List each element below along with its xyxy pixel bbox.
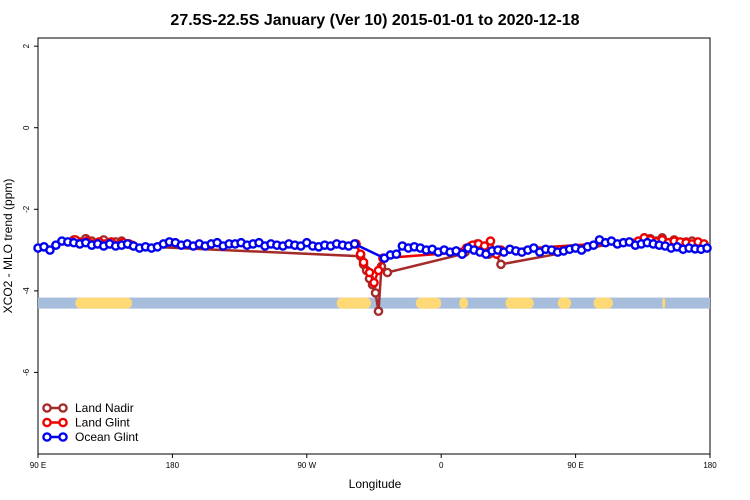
x-tick-label-0: 90 E — [30, 461, 46, 470]
x-axis-label: Longitude — [349, 477, 402, 491]
land-band-5 — [557, 297, 572, 309]
x-axis: 90 E 180 90 W 0 90 E 180 — [30, 454, 717, 470]
point-land-glint-16 — [373, 265, 384, 276]
point-land-glint-13 — [358, 257, 369, 268]
ocean-band — [38, 297, 710, 309]
point-land-glint-15 — [369, 277, 379, 288]
land-band-7 — [662, 297, 666, 309]
x-tick-label-2: 90 W — [297, 461, 316, 470]
point-land-nadir-17 — [373, 306, 384, 317]
land-band-2 — [415, 297, 442, 309]
legend-label-land-nadir: Land Nadir — [75, 401, 134, 415]
legend-marker-land-glint-b — [58, 417, 68, 428]
point-ocean-glint-67 — [457, 249, 467, 259]
point-land-glint-12 — [355, 249, 366, 259]
y-tick-label-4: -6 — [22, 368, 31, 376]
legend-marker-land-nadir-b — [58, 403, 68, 413]
point-ocean-glint-53 — [349, 239, 360, 249]
x-tick-label-1: 180 — [166, 461, 180, 470]
legend-marker-land-nadir-a — [42, 403, 52, 413]
series-layer — [33, 233, 712, 317]
land-band-6 — [593, 297, 613, 309]
legend-marker-land-glint-a — [42, 417, 52, 428]
land-band-1 — [336, 297, 372, 309]
point-land-glint-14 — [364, 267, 375, 278]
y-tick-label-2: -2 — [22, 205, 31, 213]
point-ocean-glint-89 — [588, 240, 599, 250]
y-tick-label-1: 0 — [22, 125, 31, 130]
point-land-glint-23 — [485, 236, 496, 246]
x-tick-label-3: 0 — [439, 461, 444, 470]
land-band-0 — [75, 297, 133, 309]
legend-marker-ocean-glint-b — [58, 432, 68, 442]
y-tick-label-0: 2 — [22, 43, 31, 48]
legend-marker-ocean-glint-a — [42, 432, 52, 442]
point-land-nadir-28 — [496, 259, 506, 270]
surface-band — [38, 297, 710, 309]
x-tick-label-4: 90 E — [567, 461, 583, 470]
point-land-nadir-19 — [382, 267, 393, 278]
y-tick-label-3: -4 — [22, 287, 31, 295]
y-axis: 2 0 -2 -4 -6 — [22, 43, 38, 376]
point-land-nadir-16 — [370, 288, 381, 298]
x-tick-label-5: 180 — [703, 461, 717, 470]
y-axis-label: XCO2 - MLO trend (ppm) — [1, 179, 15, 314]
point-ocean-glint-108 — [702, 243, 712, 253]
land-band-4 — [505, 297, 534, 309]
legend-label-ocean-glint: Ocean Glint — [75, 430, 139, 444]
point-ocean-glint-56 — [391, 249, 402, 259]
series-ocean-glint — [33, 235, 712, 264]
legend-label-land-glint: Land Glint — [75, 416, 130, 430]
chart-title: 27.5S-22.5S January (Ver 10) 2015-01-01 … — [170, 12, 579, 29]
point-ocean-glint-2 — [45, 245, 55, 255]
land-band-3 — [459, 297, 469, 309]
